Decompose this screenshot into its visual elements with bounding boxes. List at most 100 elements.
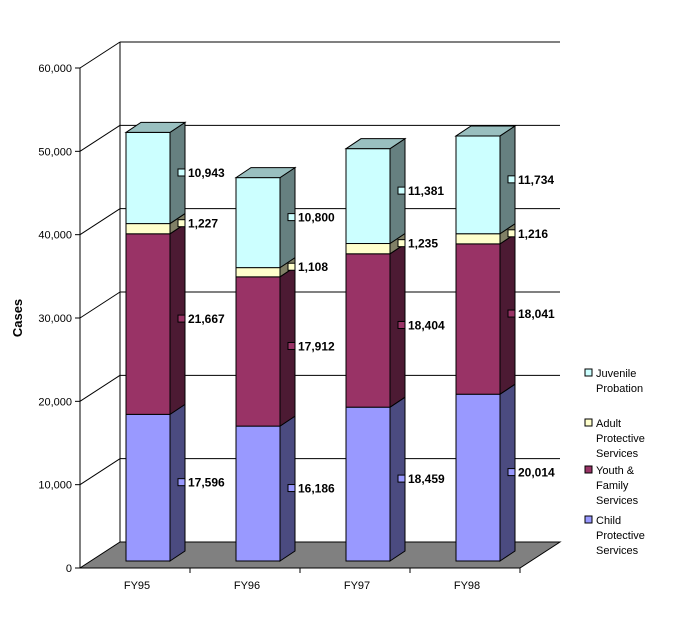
bar-segment-fy98-1 [455,232,516,396]
bar-front [345,253,391,408]
legend-marker [584,368,593,377]
bar-segment-fy95-3 [124,121,187,225]
bar-front [235,267,281,278]
bar-segment-fy95-0 [125,403,186,562]
bar-top [454,125,517,137]
data-label: 20,014 [518,466,555,480]
bar-front [125,413,171,562]
data-label-marker [177,314,186,323]
y-tick-label: 30,000 [38,313,72,325]
legend-marker [584,465,593,474]
data-label: 11,734 [518,173,554,187]
bar-front [345,406,391,562]
gridline-side [79,208,121,236]
legend-label: Probation [596,383,643,395]
bar-front [235,425,281,562]
data-label: 1,235 [408,237,438,251]
bars [124,121,517,562]
bar-segment-fy97-1 [345,242,406,409]
axes: 0 10,000 20,000 30,000 40,000 50,000 60,000 FY9… [38,42,521,592]
data-label: 1,216 [518,227,548,241]
data-label: 18,459 [408,472,445,486]
data-label-marker [397,186,406,195]
data-label-marker [397,239,406,248]
legend-label: Services [596,545,639,557]
x-tick-label-fy95: FY95 [124,580,150,592]
bar-front [125,131,171,225]
legend-label: Services [596,495,639,507]
y-tick-label: 10,000 [38,480,72,492]
legend-label: Youth & [596,465,635,477]
bar-segment-fy97-3 [344,137,407,245]
legend: Juvenile Probation Adult Protective Services… [584,368,645,557]
data-label: 10,943 [188,166,225,180]
legend-label: Protective [596,433,645,445]
bar-front [455,243,501,395]
gridline-side [79,41,121,69]
data-label: 1,108 [298,260,328,274]
data-label-marker [177,478,186,487]
data-label: 1,227 [188,217,218,231]
data-label-marker [397,320,406,329]
data-label: 16,186 [298,482,335,496]
gridline-side [79,124,121,152]
data-label: 11,381 [408,184,444,198]
y-tick-label: 0 [66,563,72,575]
bar-front [345,243,391,255]
data-label-marker [287,484,296,493]
bar-segment-fy96-1 [235,265,296,428]
y-tick-label: 40,000 [38,230,72,242]
y-axis-title: Cases [10,299,25,337]
gridline-side [79,374,121,402]
data-label-marker [507,229,516,238]
y-tick-label: 20,000 [38,396,72,408]
data-label: 21,667 [188,312,225,326]
legend-label: Juvenile [596,368,636,380]
bar-segment-fy96-3 [234,166,297,269]
x-tick-label-fy96: FY96 [234,580,260,592]
gridline-side [79,458,121,486]
bar-front [345,148,391,245]
x-tick-label-fy98: FY98 [454,580,480,592]
chart-walls [78,41,562,569]
bar-front [455,135,501,235]
legend-label: Services [596,448,639,460]
legend-marker [584,515,593,524]
bar-front [235,276,281,427]
bar-segment-fy98-0 [455,383,516,562]
data-label-marker [287,213,296,222]
bar-top [344,138,407,150]
bar-front [125,223,171,235]
bar-front [235,177,281,269]
legend-label: Adult [596,418,621,430]
bar-front [455,233,501,245]
gridline-side [79,291,121,319]
data-label-marker [177,168,186,177]
bar-segment-fy95-1 [125,222,186,416]
legend-label: Family [596,480,629,492]
data-label: 17,912 [298,339,335,353]
bar-top [234,167,297,179]
data-label: 18,041 [518,307,555,321]
bar-segment-fy98-3 [454,125,517,235]
bar-front [125,233,171,415]
legend-marker [584,418,593,427]
y-tick-label: 60,000 [38,63,72,75]
x-tick-label-fy97: FY97 [344,580,370,592]
data-label-marker [177,219,186,228]
bar-top [124,121,187,133]
legend-label: Child [596,515,621,527]
data-label-marker [397,474,406,483]
data-label: 18,404 [408,318,445,332]
data-labels: 17,596 21,667 1,227 10,943 16,186 17,912 1,108… [177,166,555,496]
bar-front [455,393,501,562]
data-label-marker [287,262,296,271]
data-label: 17,596 [188,476,225,490]
data-label-marker [287,341,296,350]
data-label-marker [507,175,516,184]
data-label: 10,800 [298,211,335,225]
data-label-marker [507,468,516,477]
legend-label: Protective [596,530,645,542]
bar-segment-fy96-0 [235,415,296,562]
